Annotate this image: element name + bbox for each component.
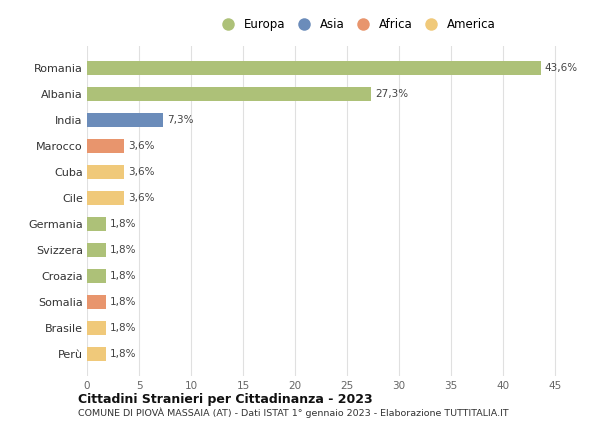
- Text: COMUNE DI PIOVÀ MASSAIA (AT) - Dati ISTAT 1° gennaio 2023 - Elaborazione TUTTITA: COMUNE DI PIOVÀ MASSAIA (AT) - Dati ISTA…: [78, 407, 509, 418]
- Bar: [87, 113, 163, 128]
- Text: 1,8%: 1,8%: [110, 349, 136, 359]
- Bar: [87, 347, 106, 361]
- Text: 1,8%: 1,8%: [110, 323, 136, 333]
- Text: 1,8%: 1,8%: [110, 219, 136, 229]
- Bar: [87, 87, 371, 102]
- Bar: [87, 139, 124, 154]
- Bar: [87, 165, 124, 180]
- Bar: [87, 191, 124, 205]
- Text: 3,6%: 3,6%: [128, 167, 155, 177]
- Bar: [87, 295, 106, 309]
- Text: Cittadini Stranieri per Cittadinanza - 2023: Cittadini Stranieri per Cittadinanza - 2…: [78, 392, 373, 406]
- Bar: [87, 217, 106, 231]
- Bar: [87, 269, 106, 283]
- Bar: [87, 61, 541, 76]
- Bar: [87, 243, 106, 257]
- Legend: Europa, Asia, Africa, America: Europa, Asia, Africa, America: [214, 16, 497, 33]
- Text: 1,8%: 1,8%: [110, 245, 136, 255]
- Text: 7,3%: 7,3%: [167, 115, 194, 125]
- Bar: [87, 321, 106, 335]
- Text: 3,6%: 3,6%: [128, 193, 155, 203]
- Text: 27,3%: 27,3%: [375, 89, 409, 99]
- Text: 3,6%: 3,6%: [128, 141, 155, 151]
- Text: 1,8%: 1,8%: [110, 271, 136, 281]
- Text: 43,6%: 43,6%: [545, 63, 578, 73]
- Text: 1,8%: 1,8%: [110, 297, 136, 307]
